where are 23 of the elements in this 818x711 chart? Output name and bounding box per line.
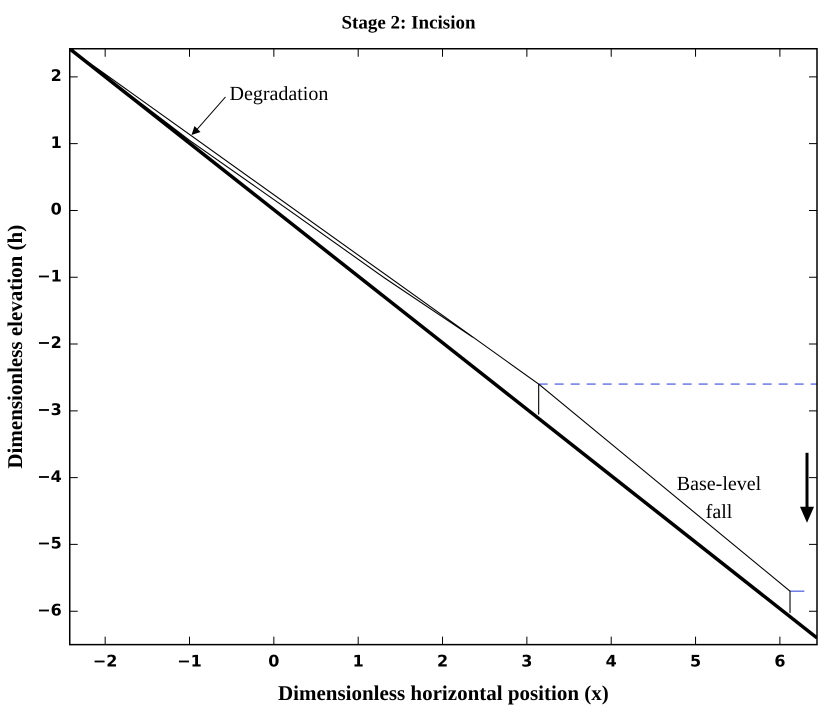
x-tick-label: −2 <box>92 651 118 670</box>
x-tick-label: −1 <box>177 651 202 670</box>
x-tick-label: 3 <box>521 651 532 670</box>
y-tick-label: −4 <box>37 466 62 486</box>
y-tick-label: 1 <box>50 132 62 152</box>
x-tick-label: 4 <box>606 651 617 670</box>
annotation: Base-level fall <box>676 473 762 524</box>
y-tick-label: −1 <box>37 266 62 286</box>
y-tick-label: 2 <box>50 66 62 86</box>
x-axis-title: Dimensionless horizontal position (x) <box>278 680 609 705</box>
y-axis-title: Dimensionless elevation (h) <box>3 224 28 469</box>
x-tick-label: 1 <box>352 651 364 670</box>
y-tick-label: 0 <box>50 200 62 219</box>
x-tick-label: 2 <box>436 651 448 670</box>
x-tick-label: 6 <box>774 651 786 670</box>
chart-title: Stage 2: Incision <box>341 12 476 34</box>
y-tick-label: −6 <box>37 600 62 620</box>
y-tick-label: −2 <box>37 333 62 352</box>
y-tick-label: −3 <box>37 400 62 419</box>
annotation: Degradation <box>230 83 328 106</box>
x-tick-label: 5 <box>690 651 702 670</box>
x-tick-label: 0 <box>268 651 280 670</box>
y-tick-label: −5 <box>37 534 62 553</box>
